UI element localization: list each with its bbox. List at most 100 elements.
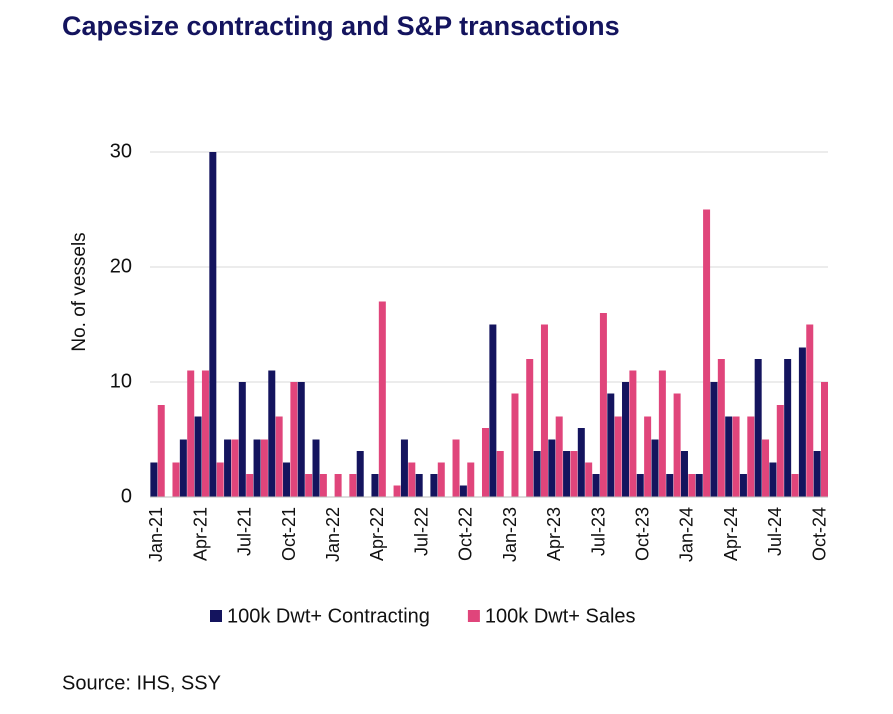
bar [415, 474, 423, 497]
bar [297, 382, 305, 497]
bar [784, 359, 792, 497]
bar [511, 393, 519, 497]
bar [739, 474, 747, 497]
source: Source: IHS, SSY [62, 672, 221, 694]
bar [496, 451, 504, 497]
bar [798, 347, 806, 497]
x-tick-label: Oct-24 [809, 507, 829, 561]
bar [209, 152, 217, 497]
legend-label: 100k Dwt+ Sales [485, 605, 636, 627]
bar [312, 439, 320, 497]
legend-swatch [467, 610, 480, 622]
bar [356, 451, 364, 497]
bar [371, 474, 379, 497]
x-tick-label: Jan-24 [677, 507, 697, 562]
bar [540, 324, 548, 497]
bar [216, 462, 224, 497]
bar [231, 439, 239, 497]
bar [651, 439, 659, 497]
bar [680, 451, 688, 497]
x-tick-label: Oct-21 [279, 507, 299, 561]
bar [769, 462, 777, 497]
bar [172, 462, 180, 497]
x-tick-label: Jul-22 [411, 507, 431, 556]
x-tick-label: Jul-23 [588, 507, 608, 556]
bar [150, 462, 158, 497]
x-tick-label: Jan-21 [146, 507, 166, 562]
bar [283, 462, 291, 497]
x-tick-label: Oct-23 [633, 507, 653, 561]
bar [585, 462, 593, 497]
bar [268, 370, 276, 497]
bar [526, 359, 534, 497]
x-tick-label: Jan-22 [323, 507, 343, 562]
bar [813, 451, 821, 497]
bar [393, 485, 401, 497]
legend-swatch [210, 610, 222, 622]
bar [400, 439, 408, 497]
bar [290, 382, 298, 497]
bar [592, 474, 600, 497]
bar [658, 370, 666, 497]
bar [791, 474, 799, 497]
x-tick-label: Apr-24 [721, 507, 741, 561]
bar [260, 439, 268, 497]
y-tick-label: 20 [110, 255, 132, 277]
bar [437, 462, 445, 497]
bar [820, 382, 828, 497]
bar [408, 462, 416, 497]
chart-title: Capesize contracting and S&P transaction… [62, 11, 620, 41]
bar [253, 439, 261, 497]
bar [776, 405, 784, 497]
bar [710, 382, 718, 497]
x-tick-label: Apr-23 [544, 507, 564, 561]
bar [599, 313, 607, 497]
x-tick-label: Apr-21 [190, 507, 210, 561]
y-tick-label: 10 [110, 370, 132, 392]
bar [806, 324, 814, 497]
bar [246, 474, 254, 497]
bar [754, 359, 762, 497]
bar [555, 416, 563, 497]
bar [622, 382, 630, 497]
bar [467, 462, 475, 497]
y-tick-label: 0 [121, 485, 132, 507]
bar [703, 209, 711, 497]
bar [157, 405, 165, 497]
bar [275, 416, 283, 497]
bar [430, 474, 438, 497]
bar [607, 393, 615, 497]
bar [570, 451, 578, 497]
bar [179, 439, 187, 497]
y-tick-label: 30 [110, 140, 132, 162]
bar [636, 474, 644, 497]
bar [666, 474, 674, 497]
x-tick-label: Jul-21 [235, 507, 255, 556]
bar [673, 393, 681, 497]
x-tick-label: Jan-23 [500, 507, 520, 562]
bar [717, 359, 725, 497]
legend-label: 100k Dwt+ Contracting [227, 605, 430, 627]
bar [644, 416, 652, 497]
bar [194, 416, 202, 497]
bar [349, 474, 357, 497]
bar [201, 370, 209, 497]
bar [688, 474, 696, 497]
bar [577, 428, 585, 497]
bar [563, 451, 571, 497]
bar [762, 439, 770, 497]
bar [629, 370, 637, 497]
x-tick-label: Oct-22 [456, 507, 476, 561]
bar [305, 474, 313, 497]
bar [489, 324, 497, 497]
bar [481, 428, 489, 497]
bar [747, 416, 755, 497]
bar [334, 474, 342, 497]
bar [452, 439, 460, 497]
bar [732, 416, 740, 497]
x-tick-label: Apr-22 [367, 507, 387, 561]
bar [725, 416, 733, 497]
bar [548, 439, 556, 497]
x-tick-label: Jul-24 [765, 507, 785, 556]
